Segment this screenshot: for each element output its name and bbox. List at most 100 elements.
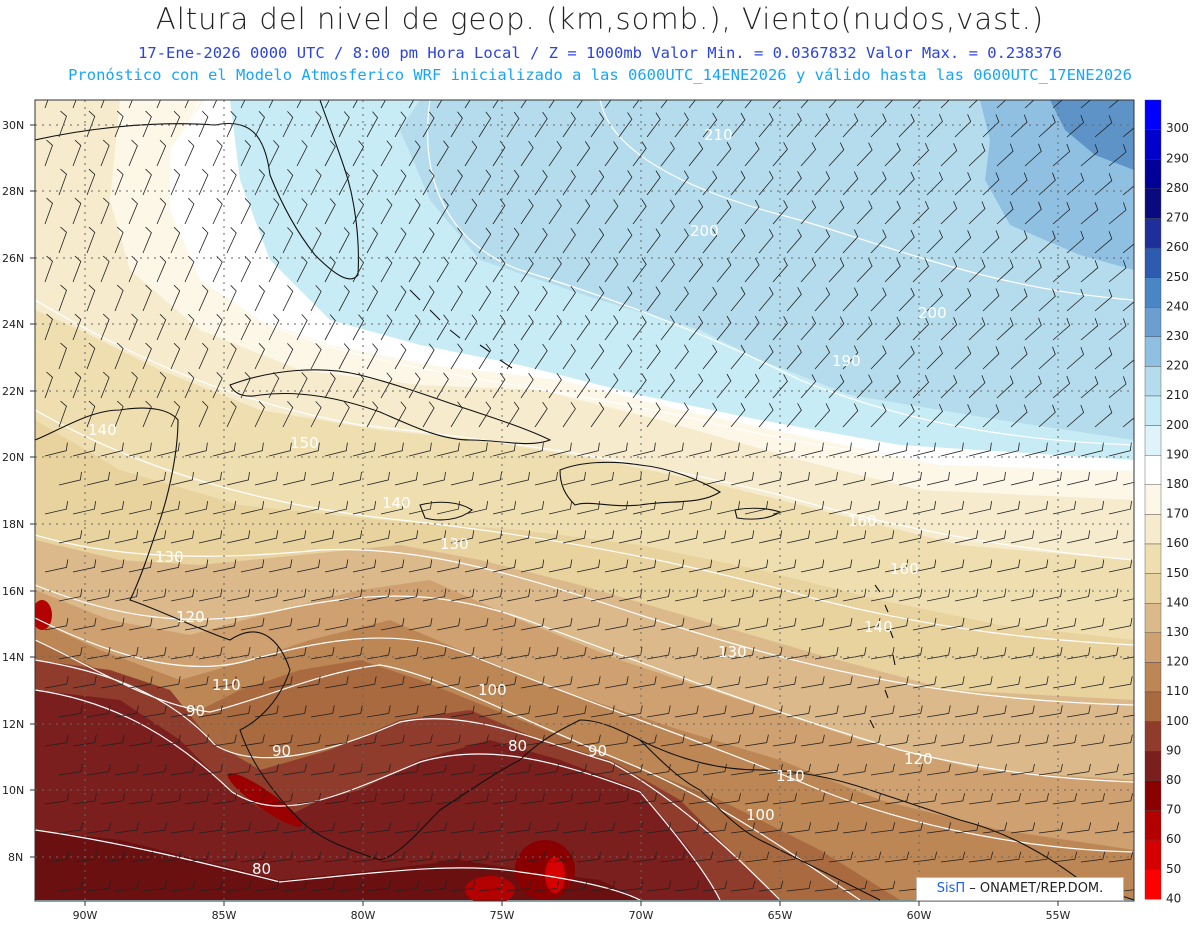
- wind-barb: [352, 198, 365, 225]
- wind-barb: [394, 169, 407, 196]
- wind-barb: [562, 647, 587, 660]
- wind-barb: [86, 226, 96, 254]
- wind-barb: [1094, 647, 1119, 660]
- wind-barb: [842, 229, 859, 254]
- wind-barb: [968, 100, 978, 109]
- wind-barb: [324, 559, 349, 573]
- wind-barb: [702, 763, 727, 776]
- wind-barb: [800, 442, 824, 457]
- wind-barb: [1010, 172, 1028, 196]
- wind-barb: [324, 140, 336, 167]
- wind-barb: [338, 169, 350, 196]
- wind-barb: [478, 588, 503, 602]
- wind-barb: [1108, 202, 1127, 225]
- wind-barb: [282, 705, 307, 718]
- wind-barb: [912, 793, 937, 805]
- wind-barb: [1010, 114, 1028, 138]
- wind-barb: [996, 851, 1022, 863]
- wind-barb: [702, 112, 718, 138]
- wind-barb: [240, 501, 264, 515]
- colorbar-label: 80: [1166, 773, 1181, 787]
- wind-barb: [590, 471, 614, 486]
- wind-barb: [968, 442, 992, 457]
- wind-barb: [114, 822, 140, 834]
- wind-barb: [282, 530, 307, 544]
- colorbar-swatch: [1144, 691, 1162, 722]
- wind-barb: [744, 793, 769, 805]
- wind-barb: [926, 345, 943, 370]
- wind-barb: [520, 442, 544, 457]
- wind-barb: [226, 471, 250, 486]
- wind-barb: [534, 401, 548, 428]
- wind-barb: [492, 676, 517, 689]
- wind-barb: [394, 285, 407, 312]
- colorbar: 300 290 280 270 260 250 240 230 220 210 200 190 180 1…: [1144, 99, 1189, 905]
- wind-barb: [940, 793, 965, 805]
- wind-barb: [884, 793, 909, 805]
- wind-barb: [786, 822, 812, 834]
- wind-barb: [1024, 442, 1048, 457]
- wind-barb: [352, 140, 365, 167]
- wind-barb: [940, 442, 964, 457]
- wind-barb: [170, 647, 195, 660]
- wind-barb: [212, 851, 238, 863]
- wind-barb: [730, 705, 755, 718]
- wind-barb: [268, 314, 280, 341]
- wind-barb: [590, 705, 615, 718]
- wind-barb: [156, 676, 181, 689]
- wind-barb: [478, 401, 492, 428]
- wind-barb: [268, 559, 293, 573]
- wind-barb: [142, 647, 167, 660]
- wind-barb: [730, 402, 746, 428]
- wind-barb: [688, 676, 713, 689]
- wind-barb: [156, 793, 181, 805]
- wind-barb: [674, 880, 700, 892]
- wind-barb: [366, 880, 392, 892]
- wind-barb: [436, 501, 460, 515]
- wind-barb: [478, 471, 502, 486]
- wind-barb: [58, 284, 67, 312]
- wind-barb: [954, 822, 980, 834]
- field-band-70: [227, 773, 303, 827]
- wind-barb: [1080, 559, 1105, 573]
- wind-barb: [394, 471, 418, 486]
- wind-barb: [562, 169, 576, 196]
- wind-barb: [1038, 588, 1063, 602]
- colorbar-label: 200: [1166, 418, 1189, 432]
- wind-barb: [1108, 559, 1133, 573]
- wind-barb: [1122, 831, 1134, 834]
- wind-barb: [716, 559, 741, 573]
- wind-barb: [828, 316, 845, 341]
- wind-barb: [450, 880, 476, 892]
- wind-barb: [604, 734, 629, 747]
- colorbar-label: 290: [1166, 151, 1189, 165]
- wind-barb: [1010, 530, 1035, 544]
- wind-barb: [72, 313, 82, 341]
- wind-barb: [786, 880, 812, 892]
- wind-barb: [744, 442, 768, 457]
- contour-label: 90: [588, 742, 607, 760]
- wind-barb: [618, 286, 633, 312]
- wind-barb: [954, 404, 972, 428]
- wind-barb: [814, 705, 839, 718]
- wind-barb: [534, 588, 559, 602]
- wind-barb: [1052, 317, 1071, 341]
- wind-barb: [716, 442, 740, 457]
- wind-barb: [408, 100, 415, 109]
- wind-barb: [1024, 259, 1042, 283]
- wind-barb: [338, 588, 363, 602]
- wind-barb: [562, 588, 587, 602]
- wind-barb: [184, 793, 209, 805]
- contour-label: 210: [704, 126, 733, 144]
- wind-barb: [86, 284, 96, 312]
- wind-barb: [478, 111, 492, 138]
- wind-barb: [1080, 260, 1099, 283]
- wind-barb: [800, 374, 817, 399]
- wind-barb: [842, 822, 868, 834]
- wind-barb: [338, 285, 350, 312]
- wind-barb: [338, 647, 363, 660]
- colorbar-swatch: [1144, 751, 1162, 782]
- wind-barb: [464, 793, 489, 805]
- wind-barb: [142, 822, 168, 834]
- colorbar-swatch: [1144, 425, 1162, 456]
